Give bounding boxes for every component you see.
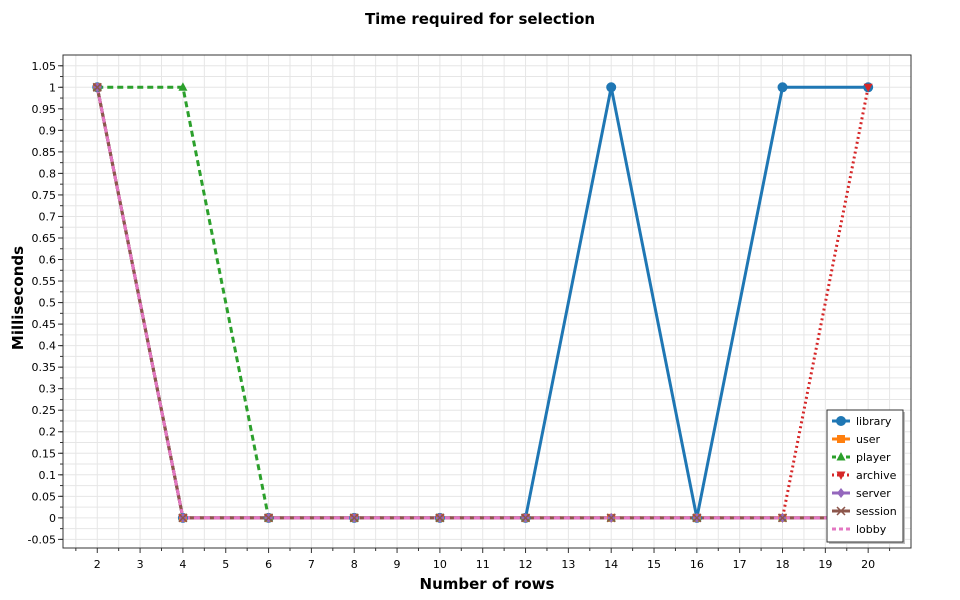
- y-tick-label: -0.05: [28, 533, 56, 546]
- x-tick-label: 10: [433, 558, 447, 571]
- y-tick-label: 0.65: [32, 232, 57, 245]
- x-tick-label: 9: [394, 558, 401, 571]
- y-tick-label: 0.25: [32, 404, 57, 417]
- x-tick-label: 5: [222, 558, 229, 571]
- legend-marker-session: [836, 506, 846, 516]
- data-point-session: [606, 513, 616, 523]
- x-tick-label: 17: [733, 558, 747, 571]
- data-point-session: [521, 513, 531, 523]
- data-point-library: [606, 82, 617, 93]
- y-tick-label: 0.15: [32, 447, 57, 460]
- y-tick-label: 0.6: [39, 254, 57, 267]
- data-point-session: [178, 513, 188, 523]
- x-tick-label: 20: [861, 558, 875, 571]
- legend-label-lobby: lobby: [856, 523, 887, 536]
- y-tick-label: 0.85: [32, 146, 57, 159]
- y-axis-label: Milliseconds: [9, 245, 27, 351]
- x-tick-label: 13: [561, 558, 575, 571]
- x-tick-label: 7: [308, 558, 315, 571]
- y-tick-label: 0.45: [32, 318, 57, 331]
- x-tick-label: 2: [94, 558, 101, 571]
- data-point-session: [264, 513, 274, 523]
- y-tick-label: 0.5: [39, 297, 57, 310]
- y-tick-label: 0.8: [39, 167, 57, 180]
- x-tick-label: 12: [519, 558, 533, 571]
- x-tick-label: 8: [351, 558, 358, 571]
- legend-label-user: user: [856, 433, 880, 446]
- x-tick-label: 16: [690, 558, 704, 571]
- plot-area: [63, 55, 911, 548]
- y-tick-label: 1.05: [32, 60, 57, 73]
- y-tick-label: 0: [49, 512, 56, 525]
- legend-label-session: session: [856, 505, 897, 518]
- legend-label-server: server: [856, 487, 891, 500]
- x-tick-label: 11: [476, 558, 490, 571]
- x-tick-label: 4: [179, 558, 186, 571]
- legend-marker-user: [837, 435, 845, 443]
- data-point-session: [435, 513, 445, 523]
- data-point-library: [777, 82, 788, 93]
- data-point-session: [692, 513, 702, 523]
- y-tick-label: 0.35: [32, 361, 57, 374]
- series-line-lobby: [95, 86, 869, 520]
- x-axis-label: Number of rows: [419, 575, 555, 593]
- y-tick-label: 0.2: [39, 426, 57, 439]
- plot-frame: [62, 54, 912, 549]
- legend-marker-server: [837, 488, 845, 498]
- data-point-session: [92, 82, 102, 92]
- y-tick-label: 0.4: [39, 340, 57, 353]
- legend-label-archive: archive: [856, 469, 897, 482]
- y-tick-label: 1: [49, 81, 56, 94]
- data-point-player: [178, 82, 188, 91]
- y-tick-label: 0.95: [32, 103, 57, 116]
- x-tick-label: 18: [776, 558, 790, 571]
- legend-marker-archive: [836, 471, 846, 480]
- x-tick-label: 3: [137, 558, 144, 571]
- legend-marker-library: [836, 416, 846, 426]
- x-tick-label: 6: [265, 558, 272, 571]
- y-tick-label: 0.7: [39, 210, 57, 223]
- y-tick-label: 0.05: [32, 490, 57, 503]
- data-point-session: [777, 513, 788, 523]
- chart-title: Time required for selection: [364, 10, 596, 28]
- data-point-session: [349, 513, 359, 523]
- y-tick-label: 0.1: [39, 469, 57, 482]
- legend-marker-player: [836, 452, 846, 461]
- x-tick-label: 14: [604, 558, 618, 571]
- x-tick-label: 15: [647, 558, 661, 571]
- y-tick-label: 0.3: [39, 383, 57, 396]
- y-tick-label: 0.9: [39, 124, 57, 137]
- data-point-archive: [863, 83, 873, 93]
- legend-label-library: library: [856, 415, 892, 428]
- y-tick-label: 0.55: [32, 275, 57, 288]
- legend-label-player: player: [856, 451, 891, 464]
- y-tick-label: 0.75: [32, 189, 57, 202]
- x-tick-label: 19: [818, 558, 832, 571]
